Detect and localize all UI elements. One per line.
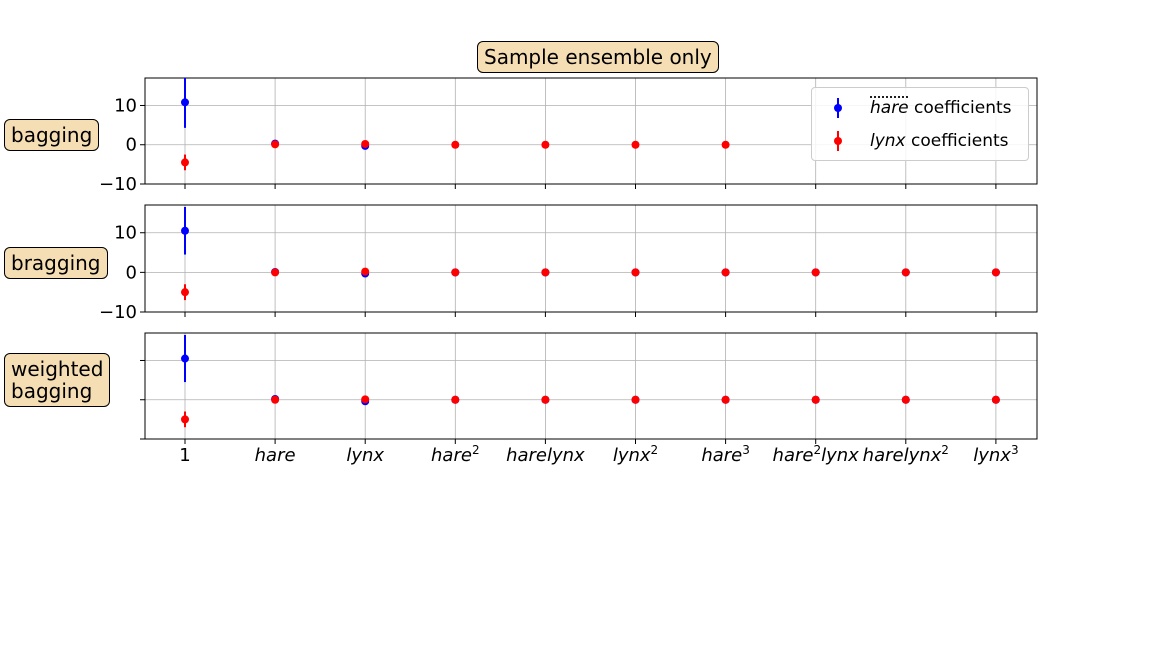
data-point [541, 395, 550, 404]
data-point [451, 268, 460, 277]
data-point [811, 395, 820, 404]
chart-title: Sample ensemble only [477, 41, 719, 73]
data-point [271, 268, 280, 277]
legend-var-hare: hare [870, 98, 909, 118]
data-point [631, 140, 640, 149]
data-point [901, 268, 910, 277]
data-point [991, 268, 1000, 277]
data-point [541, 268, 550, 277]
data-point [181, 158, 189, 167]
data-point [361, 395, 370, 404]
legend-entry-hare: hare coefficients [812, 93, 1028, 123]
x-tick-label: lynx [346, 445, 384, 466]
y-tick-label: −10 [99, 302, 137, 323]
panel-2: −10 0 10 [99, 204, 1038, 323]
panel-label-weighted-bagging: weighted bagging [4, 353, 111, 407]
data-point [361, 139, 370, 148]
legend-suffix-hare: coefficients [908, 98, 1012, 118]
axes-frame [144, 204, 1038, 313]
panel-1: −10 0 10 [99, 77, 1038, 195]
data-point [361, 267, 370, 276]
x-tick-label: hare3 [701, 443, 750, 466]
legend-marker-lynx [834, 131, 842, 151]
x-tick-label: hare [255, 445, 296, 466]
data-point [181, 98, 189, 107]
legend-marker-hare [834, 98, 842, 118]
data-point [181, 354, 189, 363]
y-tick-label: −10 [99, 174, 137, 195]
data-marks [181, 206, 1000, 301]
y-tick-label: 0 [126, 262, 137, 283]
x-tick-label: hare2 [431, 443, 480, 466]
panel-label-bagging: bagging [4, 119, 100, 151]
data-point [451, 140, 460, 149]
data-point [721, 395, 730, 404]
x-tick-label: harelynx2 [863, 443, 949, 466]
data-point [181, 415, 189, 424]
data-point [991, 395, 1000, 404]
x-tick-label: lynx3 [973, 443, 1018, 466]
data-point [271, 140, 280, 149]
data-point [271, 395, 280, 404]
data-point [181, 226, 189, 235]
data-point [901, 395, 910, 404]
x-tick-label: hare2lynx [773, 443, 860, 466]
data-point [181, 288, 189, 297]
data-point [721, 268, 730, 277]
x-tick-label: lynx2 [613, 443, 658, 466]
data-point [631, 395, 640, 404]
x-tick-label: 1 [179, 445, 190, 466]
axes-frame [144, 332, 1038, 440]
legend-entry-lynx: lynx coefficients [812, 126, 1028, 156]
data-marks [181, 78, 730, 171]
y-tick-label: 10 [114, 95, 137, 116]
y-tick-label: 10 [114, 223, 137, 244]
y-tick-label: 0 [126, 135, 137, 156]
panel-3 [140, 332, 1038, 444]
x-tick-label: harelynx [506, 445, 585, 466]
data-point [541, 140, 550, 149]
axes-frame [144, 77, 1038, 185]
data-marks [181, 334, 1000, 428]
data-point [721, 140, 730, 149]
data-point [631, 268, 640, 277]
panel-label-bragging: bragging [4, 247, 108, 279]
data-point [451, 395, 460, 404]
data-point [811, 268, 820, 277]
legend: hare coefficients lynx coefficients [811, 87, 1029, 161]
legend-var-lynx: lynx [870, 131, 906, 151]
legend-suffix-lynx: coefficients [905, 131, 1009, 151]
